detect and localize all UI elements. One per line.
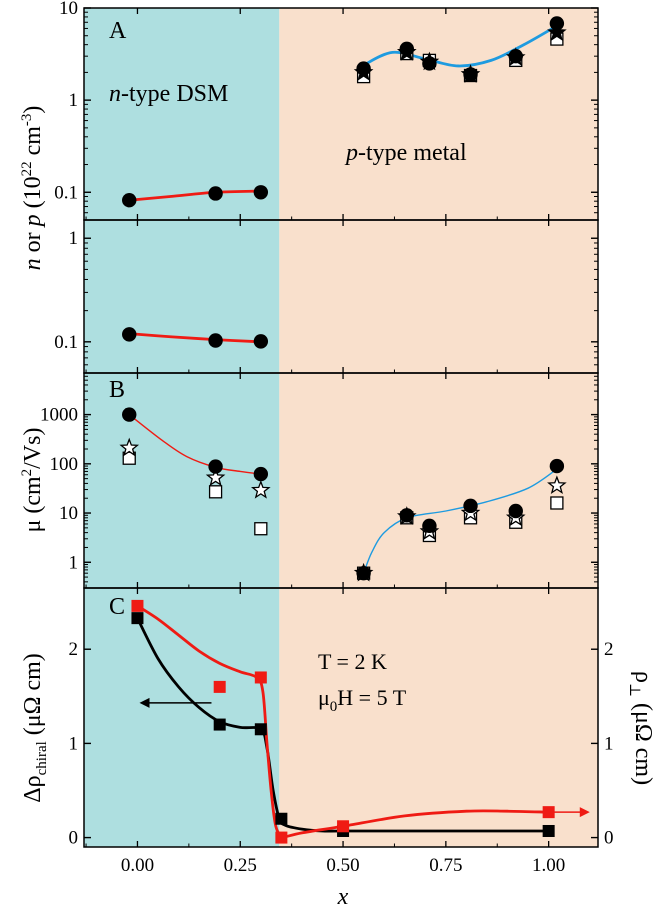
data-point-circle [208, 333, 223, 348]
data-point-circle [422, 518, 437, 534]
data-point-square-red [131, 599, 144, 612]
data-point-circle [208, 459, 223, 474]
data-point-circle [122, 193, 137, 208]
data-point-square-open [208, 485, 223, 499]
y-axis-title-c-right: ρ⊥ (μΩ cm) [626, 671, 656, 785]
data-point-circle [463, 67, 478, 82]
y-tick-label: 0.1 [54, 332, 78, 353]
x-tick-label: 1.00 [532, 855, 565, 876]
data-point-circle [122, 327, 137, 342]
data-point-square-red [254, 671, 267, 684]
data-point-square-red [542, 806, 555, 819]
y-tick-label: 0.1 [54, 182, 78, 203]
data-point-circle [253, 334, 269, 349]
y-tick-label: 1 [69, 228, 79, 249]
panel-2-series [119, 407, 567, 582]
y-axis-title-a: n or p (1022 cm-3) [19, 106, 46, 271]
data-point-circle [356, 61, 371, 76]
data-point-circle [463, 498, 478, 514]
frame-layer: 0.1 1 10 0.1 1 1 10 100 1000 0 1 2 0 1 2 0.00 0.25 0.50 0.… [40, 0, 614, 876]
ptype-region [279, 8, 598, 847]
data-point-square-black [254, 723, 267, 736]
data-point-circle [356, 565, 371, 581]
data-point-circle [549, 458, 565, 474]
fit-line-red [128, 413, 262, 475]
panel-1-series [122, 327, 269, 349]
condition-field: μ0H = 5 T [318, 685, 407, 715]
right-y-tick-label: 0 [604, 828, 614, 849]
data-point-circle [399, 508, 414, 523]
data-point-circle [122, 407, 137, 422]
fit-line-red [136, 604, 551, 840]
fit-line-blue [362, 468, 558, 574]
data-point-circle [508, 503, 523, 519]
data-point-square-black [275, 812, 288, 825]
x-tick-label: 0.25 [224, 855, 257, 876]
data-point-square-red [213, 680, 226, 693]
data-point-square-black [131, 612, 144, 625]
y-tick-label: 1000 [40, 405, 78, 426]
panel-label-b: B [109, 377, 125, 403]
panel-label-a: A [109, 18, 127, 44]
data-point-star [250, 479, 271, 499]
data-point-circle [422, 56, 437, 71]
y-tick-label: 1 [69, 733, 79, 754]
data-point-circle [253, 185, 269, 200]
y-tick-label: 2 [69, 639, 79, 660]
data-point-circle [549, 16, 565, 31]
data-point-square-black [213, 718, 226, 731]
y-axis-title-b: μ (cm2/Vs) [19, 427, 46, 532]
data-point-square-open [254, 522, 268, 536]
condition-temperature: T = 2 K [318, 649, 387, 674]
y-tick-label: 10 [59, 0, 78, 19]
panel-0-series [122, 16, 567, 208]
region-label-ptype: p-type metal [344, 140, 467, 166]
data-point-circle [253, 466, 269, 482]
data-point-circle [508, 48, 523, 64]
panel-3-series [131, 599, 555, 844]
y-tick-label: 1 [69, 90, 79, 111]
left-axis-arrow-head [139, 697, 150, 708]
right-axis-arrow-head [579, 807, 590, 818]
panel-label-c: C [109, 594, 125, 620]
right-y-tick-label: 2 [604, 639, 614, 660]
ntype-region [84, 8, 280, 847]
data-point-circle [399, 41, 414, 57]
fit-line-red [127, 332, 263, 344]
region-label-ntype: n-type DSM [109, 81, 228, 107]
y-tick-label: 0 [69, 828, 79, 849]
x-tick-label: 0.75 [429, 855, 462, 876]
fit-line-red [127, 189, 263, 202]
data-point-square-red [337, 820, 350, 833]
data-point-star [547, 22, 567, 42]
data-point-circle [208, 186, 223, 201]
series-layer [119, 16, 590, 844]
background-regions [84, 8, 598, 847]
x-axis-title: x [337, 884, 349, 910]
x-tick-label: 0.00 [121, 855, 154, 876]
fit-line-blue [362, 24, 559, 68]
data-point-star [205, 467, 226, 487]
panel-3-frame [83, 587, 599, 848]
data-point-star [547, 475, 567, 495]
y-tick-label: 10 [59, 503, 78, 524]
y-tick-label: 1 [69, 552, 79, 573]
x-tick-label: 0.50 [326, 855, 359, 876]
y-axis-title-c: Δρchiral (μΩ cm) [20, 653, 50, 803]
right-y-tick-label: 1 [604, 733, 614, 754]
data-point-square-black [542, 824, 555, 837]
data-point-square-red [275, 831, 288, 844]
y-tick-label: 100 [50, 454, 79, 475]
data-point-square-open [550, 496, 564, 510]
data-point-star [119, 437, 140, 457]
